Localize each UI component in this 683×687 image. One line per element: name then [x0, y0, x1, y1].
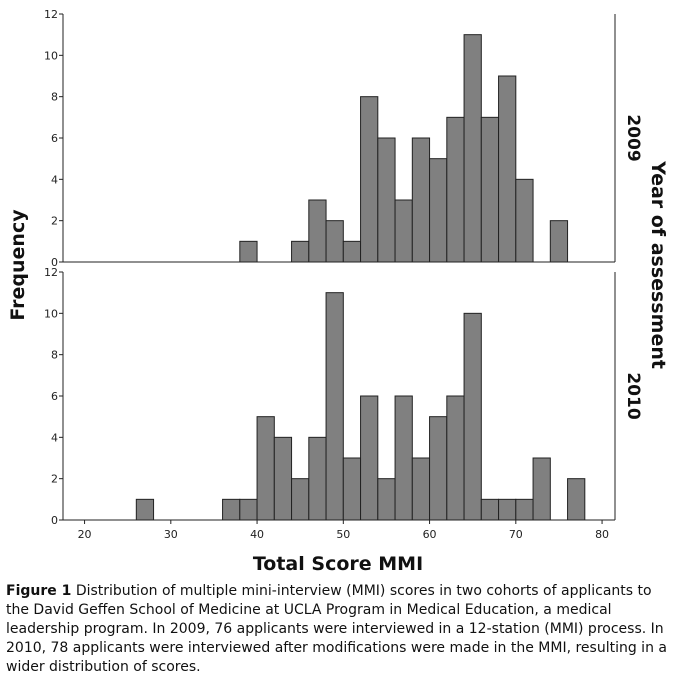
histogram-bar-2009 — [342, 240, 362, 263]
histogram-bar-2009 — [515, 178, 534, 263]
y-tick-label-2010: 12 — [44, 266, 58, 279]
panel-label-2010: 2010 — [623, 372, 643, 419]
histogram-bar-2009 — [463, 34, 482, 263]
histogram-bar-2010 — [377, 478, 396, 521]
y-tick-label-2010: 8 — [51, 349, 58, 362]
histogram-bar-2010 — [429, 416, 448, 521]
histogram-bar-2010 — [498, 498, 517, 521]
histogram-bar-2009 — [446, 116, 465, 263]
x-tick-label: 70 — [509, 528, 523, 541]
x-tick-label: 80 — [595, 528, 609, 541]
y-tick-label-2010: 0 — [51, 514, 58, 527]
histogram-bar-2009 — [429, 158, 448, 263]
figure-caption: Figure 1 Distribution of multiple mini-i… — [6, 582, 674, 677]
y-tick-label-2010: 10 — [44, 307, 58, 320]
facet-axis-title: Year of assessment — [647, 160, 669, 369]
histogram-bar-2009 — [498, 75, 517, 263]
histogram-bar-2010 — [256, 416, 275, 521]
histogram-bar-2009 — [308, 199, 327, 263]
histogram-bar-2010 — [239, 498, 258, 521]
x-tick-label: 40 — [250, 528, 264, 541]
y-tick-label-2009: 12 — [44, 8, 58, 21]
histogram-chart: 0 2 4 6 8 10 12 2009 0 2 4 6 8 10 12 2010 20 30 40 50 60 70 80… — [7, 8, 669, 575]
histogram-bar-2009 — [291, 240, 310, 263]
histogram-bar-2009 — [377, 137, 396, 263]
histogram-bar-2010 — [342, 457, 362, 521]
histogram-bar-2010 — [515, 498, 534, 521]
histogram-bar-2009 — [480, 116, 500, 263]
x-axis-title: Total Score MMI — [253, 553, 423, 575]
histogram-bar-2009 — [394, 199, 413, 263]
caption-text: Distribution of multiple mini-interview … — [6, 583, 667, 675]
y-tick-label-2010: 6 — [51, 390, 58, 403]
y-tick-label-2009: 8 — [51, 91, 58, 104]
y-tick-label-2009: 4 — [51, 173, 58, 186]
histogram-bar-2010 — [480, 498, 500, 521]
y-tick-label-2010: 4 — [51, 431, 58, 444]
y-tick-label-2010: 2 — [51, 473, 58, 486]
histogram-bar-2010 — [291, 478, 310, 521]
panel-label-2009: 2009 — [623, 114, 643, 161]
histogram-bar-2010 — [360, 395, 379, 521]
figure-label: Figure 1 — [6, 583, 72, 599]
x-tick-label: 30 — [164, 528, 178, 541]
y-axis-title: Frequency — [7, 209, 29, 321]
y-tick-label-2009: 6 — [51, 132, 58, 145]
chart-panels: 0 2 4 6 8 10 12 2009 0 2 4 6 8 10 12 2010 20 30 40 50 60 70 80 — [44, 8, 643, 541]
histogram-bar-2009 — [360, 96, 379, 263]
histogram-bar-2009 — [239, 240, 258, 263]
histogram-bar-2010 — [463, 312, 482, 521]
y-tick-label-2009: 10 — [44, 49, 58, 62]
x-tick-label: 20 — [78, 528, 92, 541]
histogram-bar-2010 — [135, 498, 155, 521]
histogram-bar-2010 — [394, 395, 413, 521]
x-tick-label: 60 — [423, 528, 437, 541]
histogram-bar-2010 — [222, 498, 241, 521]
histogram-bar-2009 — [325, 220, 344, 263]
histogram-bar-2010 — [308, 436, 327, 521]
histogram-bar-2010 — [411, 457, 431, 521]
histogram-bar-2010 — [273, 436, 293, 521]
y-tick-label-2009: 0 — [51, 256, 58, 269]
histogram-bar-2010 — [446, 395, 465, 521]
histogram-bar-2009 — [549, 220, 569, 263]
histogram-bar-2010 — [567, 478, 586, 521]
y-tick-label-2009: 2 — [51, 215, 58, 228]
histogram-bar-2010 — [532, 457, 551, 521]
x-tick-label: 50 — [336, 528, 350, 541]
histogram-bar-2010 — [325, 292, 344, 521]
histogram-bar-2009 — [411, 137, 431, 263]
